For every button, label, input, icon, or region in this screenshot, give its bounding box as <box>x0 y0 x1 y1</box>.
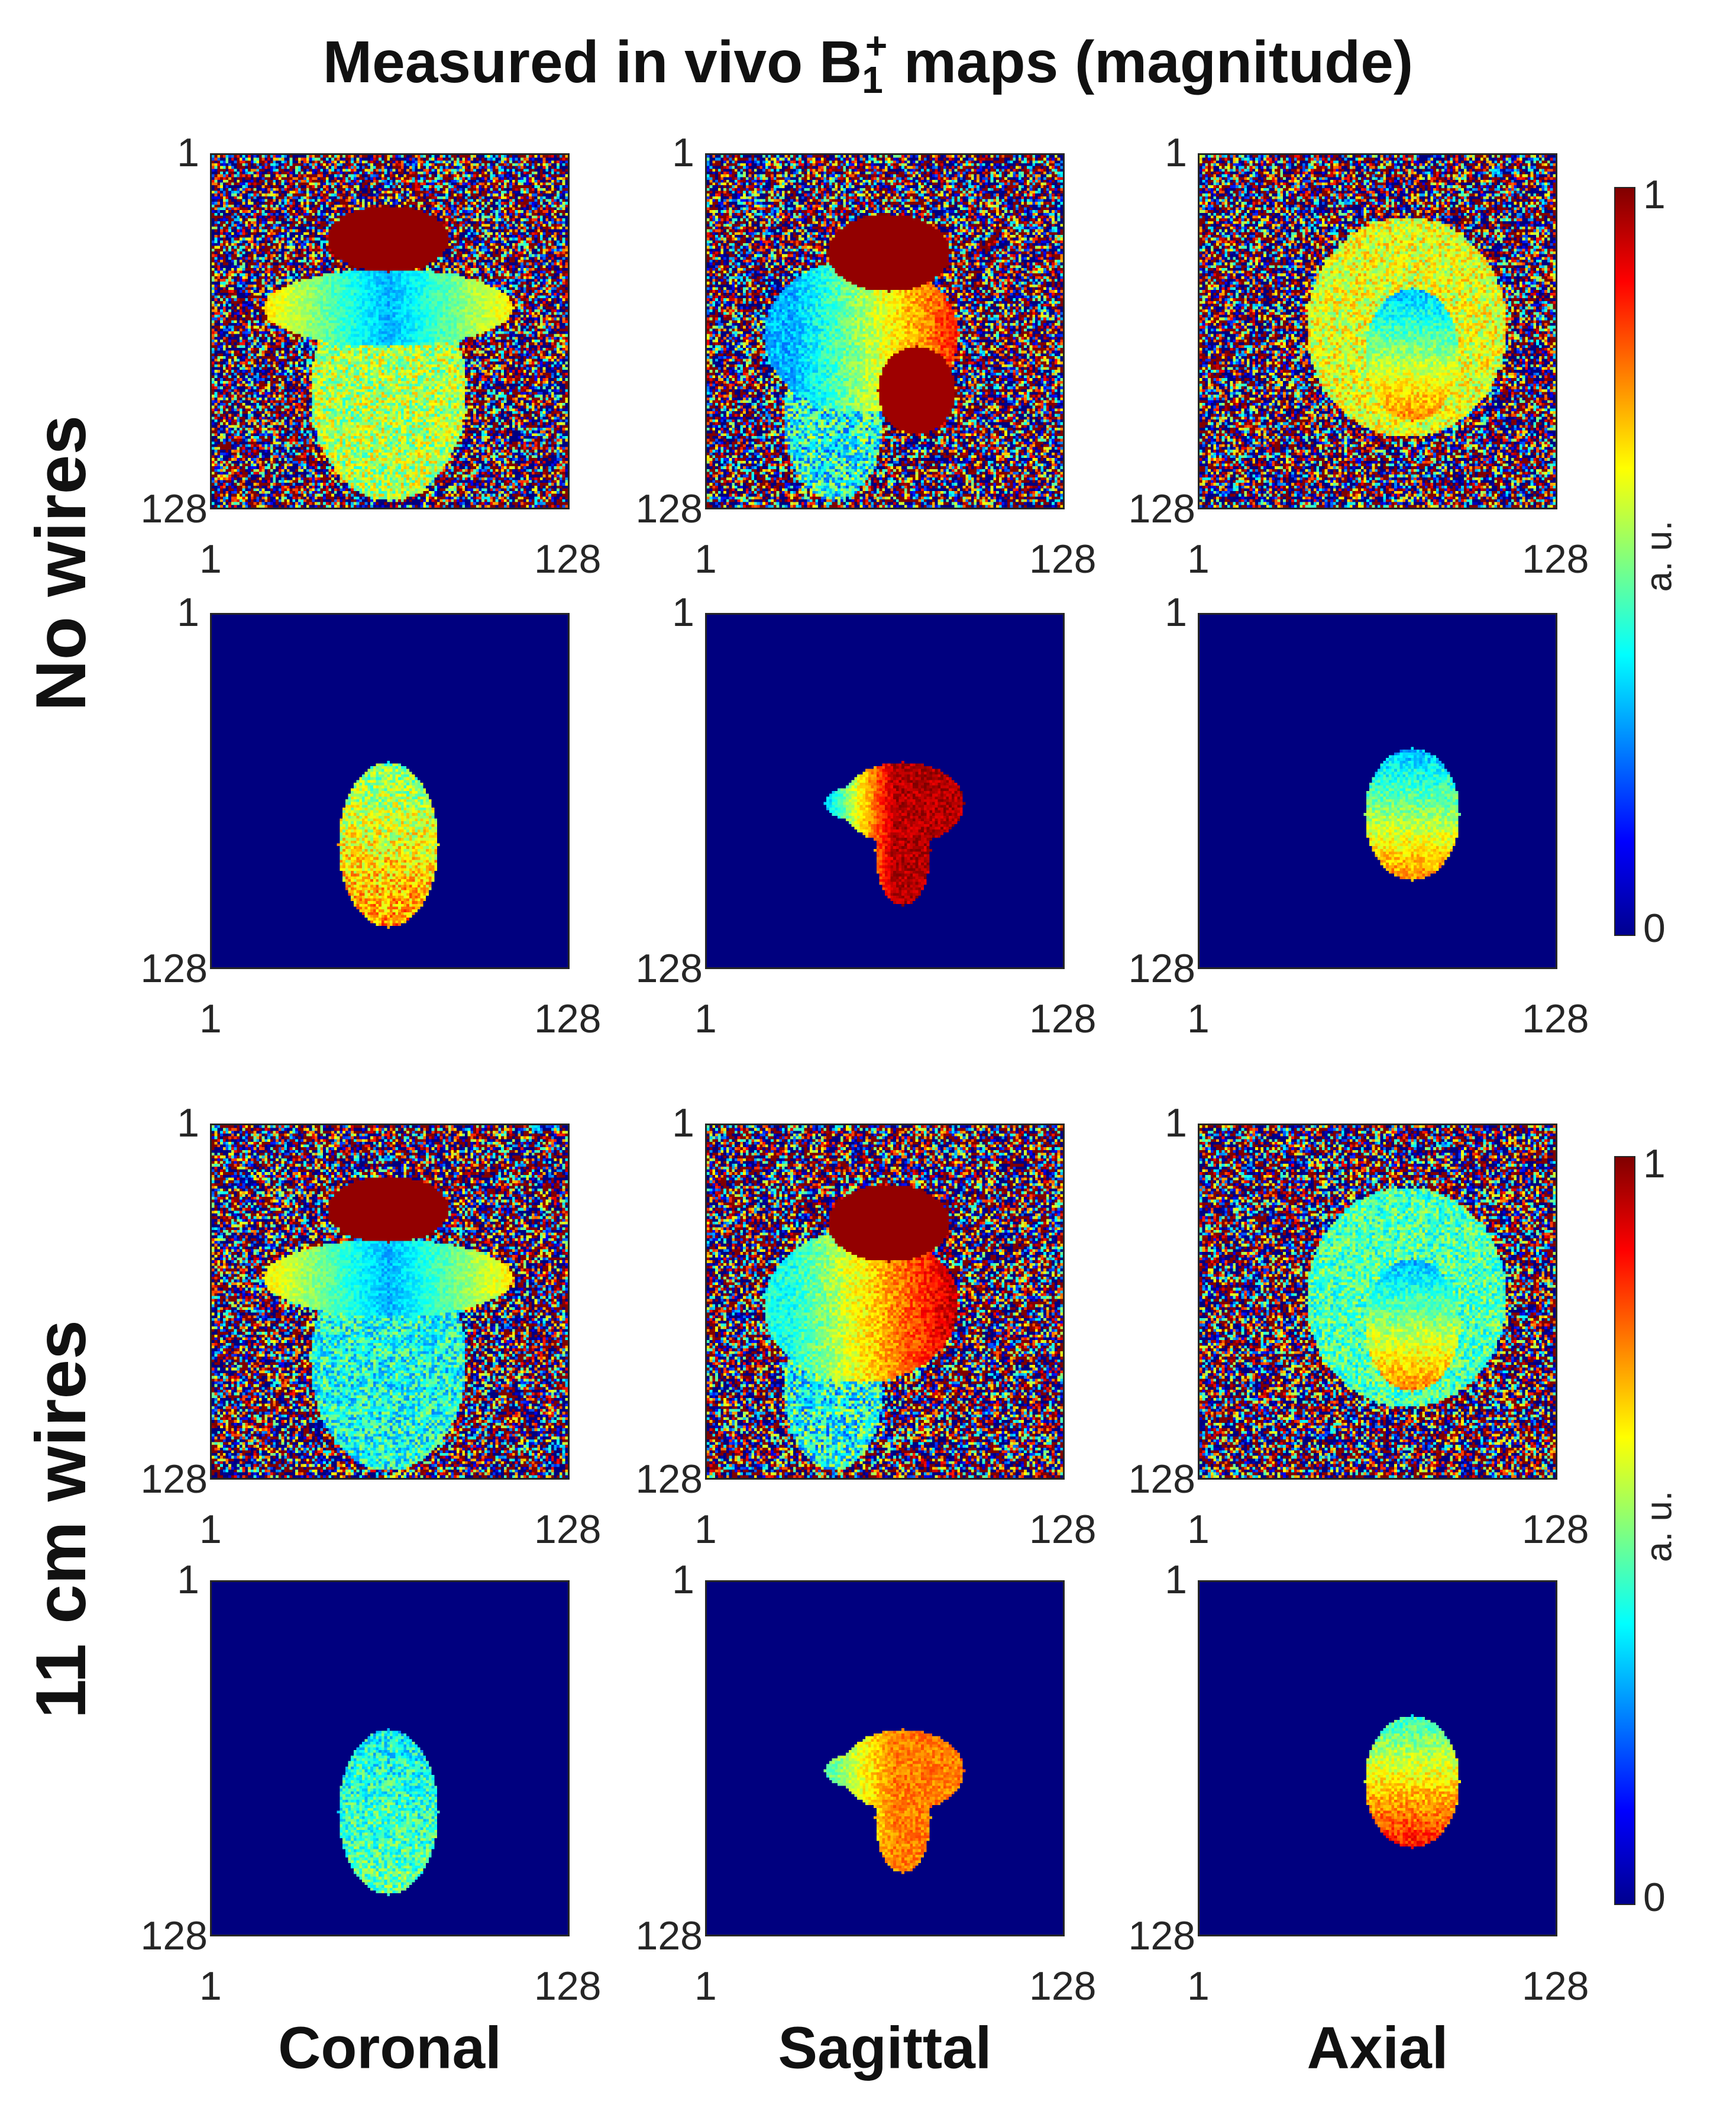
heatmap-no-wires-sagittal-full <box>707 155 1063 508</box>
y-tick-label: 1 <box>672 130 694 175</box>
title-rest: maps (magnitude) <box>887 29 1414 95</box>
figure-title: Measured in vivo B1+ maps (magnitude) <box>0 24 1736 102</box>
heatmap-no-wires-coronal-masked <box>212 615 568 967</box>
y-tick-label: 128 <box>140 1457 208 1502</box>
y-tick-label: 128 <box>1128 1913 1195 1958</box>
x-tick-label: 1 <box>1187 1507 1210 1552</box>
x-tick-label: 128 <box>1029 537 1097 582</box>
x-tick-label: 1 <box>694 537 717 582</box>
y-tick-label: 1 <box>1165 130 1187 175</box>
y-tick-label: 128 <box>1128 486 1195 531</box>
column-label-axial: Axial <box>1307 2015 1449 2081</box>
heatmap-axes-no-wires-sagittal-masked <box>705 613 1065 969</box>
x-tick-label: 1 <box>1187 537 1210 582</box>
x-tick-label: 1 <box>199 1507 222 1552</box>
heatmap-axes-no-wires-sagittal-full <box>705 153 1065 509</box>
heatmap-axes-11cm-wires-coronal-masked <box>210 1580 570 1936</box>
title-superscript: + <box>865 24 888 67</box>
x-tick-label: 1 <box>694 1964 717 2009</box>
x-tick-label: 128 <box>534 1964 602 2009</box>
x-tick-label: 1 <box>199 1964 222 2009</box>
column-label-sagittal: Sagittal <box>778 2015 992 2081</box>
x-tick-label: 1 <box>199 537 222 582</box>
y-tick-label: 128 <box>140 946 208 991</box>
x-tick-label: 128 <box>1029 1964 1097 2009</box>
heatmap-11cm-wires-coronal-masked <box>212 1582 568 1935</box>
heatmap-no-wires-axial-full <box>1200 155 1556 508</box>
heatmap-axes-no-wires-axial-full <box>1198 153 1557 509</box>
heatmap-axes-no-wires-axial-masked <box>1198 613 1557 969</box>
colorbar-label: a. u. <box>1638 1490 1680 1562</box>
heatmap-axes-no-wires-coronal-full <box>210 153 570 509</box>
heatmap-axes-11cm-wires-sagittal-masked <box>705 1580 1065 1936</box>
heatmap-axes-11cm-wires-sagittal-full <box>705 1124 1065 1480</box>
y-tick-label: 1 <box>1165 1557 1187 1602</box>
colorbar-tick-min: 0 <box>1643 906 1666 951</box>
y-tick-label: 1 <box>672 590 694 635</box>
y-tick-label: 1 <box>1165 590 1187 635</box>
x-tick-label: 128 <box>1029 996 1097 1041</box>
y-tick-label: 128 <box>140 1913 208 1958</box>
y-tick-label: 1 <box>177 590 199 635</box>
colorbar-no-wires <box>1614 187 1635 936</box>
colorbar-tick-min: 0 <box>1643 1875 1666 1920</box>
heatmap-axes-11cm-wires-axial-full <box>1198 1124 1557 1480</box>
heatmap-11cm-wires-sagittal-masked <box>707 1582 1063 1935</box>
x-tick-label: 128 <box>534 996 602 1041</box>
y-tick-label: 1 <box>177 1100 199 1145</box>
heatmap-11cm-wires-sagittal-full <box>707 1125 1063 1478</box>
y-tick-label: 1 <box>672 1100 694 1145</box>
y-tick-label: 1 <box>672 1557 694 1602</box>
colorbar-tick-max: 1 <box>1643 1141 1666 1186</box>
heatmap-11cm-wires-axial-full <box>1200 1125 1556 1478</box>
y-tick-label: 128 <box>1128 946 1195 991</box>
x-tick-label: 128 <box>534 1507 602 1552</box>
y-tick-label: 128 <box>635 486 703 531</box>
heatmap-11cm-wires-coronal-full <box>212 1125 568 1478</box>
x-tick-label: 128 <box>534 537 602 582</box>
x-tick-label: 128 <box>1029 1507 1097 1552</box>
colorbar-label: a. u. <box>1638 520 1680 592</box>
y-tick-label: 1 <box>1165 1100 1187 1145</box>
y-tick-label: 1 <box>177 1557 199 1602</box>
x-tick-label: 128 <box>1522 1964 1589 2009</box>
colorbar-11cm-wires <box>1614 1156 1635 1905</box>
y-tick-label: 128 <box>635 1457 703 1502</box>
y-tick-label: 1 <box>177 130 199 175</box>
heatmap-no-wires-sagittal-masked <box>707 615 1063 967</box>
row-label-11cm-wires: 11 cm wires <box>21 1320 101 1719</box>
x-tick-label: 1 <box>1187 996 1210 1041</box>
y-tick-label: 128 <box>635 946 703 991</box>
y-tick-label: 128 <box>635 1913 703 1958</box>
x-tick-label: 1 <box>694 1507 717 1552</box>
x-tick-label: 128 <box>1522 537 1589 582</box>
heatmap-11cm-wires-axial-masked <box>1200 1582 1556 1935</box>
heatmap-no-wires-axial-masked <box>1200 615 1556 967</box>
column-label-coronal: Coronal <box>278 2015 502 2081</box>
heatmap-axes-11cm-wires-axial-masked <box>1198 1580 1557 1936</box>
x-tick-label: 1 <box>694 996 717 1041</box>
heatmap-axes-11cm-wires-coronal-full <box>210 1124 570 1480</box>
heatmap-axes-no-wires-coronal-masked <box>210 613 570 969</box>
x-tick-label: 1 <box>1187 1964 1210 2009</box>
title-subscript: 1 <box>862 59 883 101</box>
title-main: Measured in vivo B <box>322 29 862 95</box>
row-label-no-wires: No wires <box>21 415 101 712</box>
x-tick-label: 1 <box>199 996 222 1041</box>
y-tick-label: 128 <box>1128 1457 1195 1502</box>
heatmap-no-wires-coronal-full <box>212 155 568 508</box>
x-tick-label: 128 <box>1522 996 1589 1041</box>
x-tick-label: 128 <box>1522 1507 1589 1552</box>
colorbar-tick-max: 1 <box>1643 172 1666 217</box>
y-tick-label: 128 <box>140 486 208 531</box>
